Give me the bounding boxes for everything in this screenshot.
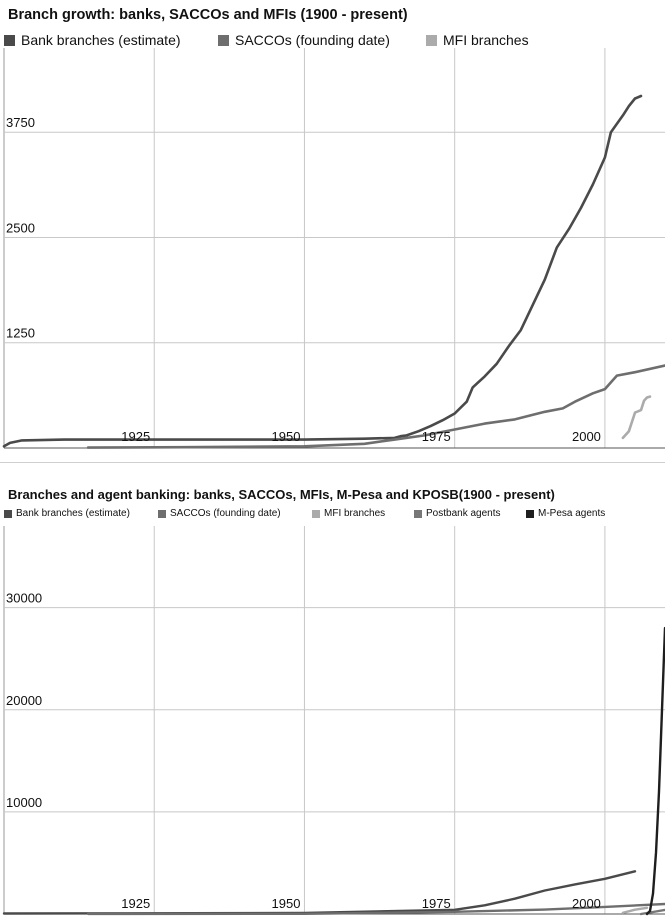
- series-line-saccos-founding-date[interactable]: [86, 902, 665, 916]
- y-tick-label: 2500: [6, 220, 35, 235]
- series-line-bank-branches-estimate[interactable]: [2, 870, 637, 915]
- legend-label-bank-branches: Bank branches (estimate): [16, 508, 130, 519]
- legend-label-saccos: SACCOs (founding date): [235, 32, 390, 48]
- legend-swatch-saccos: [218, 34, 229, 46]
- y-tick-label: 3750: [6, 115, 35, 130]
- series-line-mfi-branches[interactable]: [621, 906, 649, 914]
- legend-item-bank-branches[interactable]: Bank branches (estimate): [4, 32, 181, 48]
- legend-item-saccos[interactable]: SACCOs (founding date): [158, 508, 281, 519]
- plot-area: 30000 20000 10000 1925 1950 1975 2000: [2, 526, 665, 916]
- legend-swatch-mpesa-agents: [526, 509, 534, 518]
- series-line-bank-branches-estimate[interactable]: [2, 94, 643, 448]
- legend-item-postbank-agents[interactable]: Postbank agents: [414, 508, 501, 519]
- legend-label-mfi-branches: MFI branches: [324, 508, 386, 519]
- legend-swatch-bank-branches: [4, 509, 12, 518]
- chart-title: Branches and agent banking: banks, SACCO…: [8, 487, 555, 502]
- gridlines: [3, 526, 665, 915]
- chart-title: Branch growth: banks, SACCOs and MFIs (1…: [8, 7, 408, 23]
- x-tick-label: 1925: [121, 429, 150, 444]
- legend-label-bank-branches: Bank branches (estimate): [21, 32, 181, 48]
- plot-area: 3750 2500 1250 1925 1950 1975 2000: [2, 48, 665, 449]
- legend-item-mfi-branches[interactable]: MFI branches: [426, 32, 529, 48]
- legend-swatch-bank-branches: [4, 34, 15, 46]
- legend-label-mfi-branches: MFI branches: [443, 32, 529, 48]
- legend-swatch-saccos: [158, 509, 166, 518]
- legend-label-saccos: SACCOs (founding date): [170, 508, 281, 519]
- x-tick-label: 1950: [272, 896, 301, 911]
- legend-item-mpesa-agents[interactable]: M-Pesa agents: [526, 508, 605, 519]
- x-tick-label: 1975: [422, 429, 451, 444]
- legend-item-saccos[interactable]: SACCOs (founding date): [218, 32, 390, 48]
- legend-swatch-mfi-branches: [426, 34, 437, 46]
- x-tick-label: 2000: [572, 429, 601, 444]
- legend-label-postbank-agents: Postbank agents: [426, 508, 501, 519]
- y-tick-label: 1250: [6, 326, 35, 341]
- series-line-m-pesa-agents[interactable]: [645, 626, 665, 916]
- y-tick-label: 20000: [6, 693, 42, 708]
- x-tick-label: 1950: [272, 429, 301, 444]
- x-tick-label: 2000: [572, 896, 601, 911]
- legend-label-mpesa-agents: M-Pesa agents: [538, 508, 606, 519]
- legend-swatch-postbank-agents: [414, 509, 422, 518]
- legend-item-bank-branches[interactable]: Bank branches (estimate): [4, 508, 130, 519]
- series-line-postbank-agents[interactable]: [639, 908, 665, 916]
- chart-divider: [0, 462, 665, 463]
- legend-item-mfi-branches[interactable]: MFI branches: [312, 508, 385, 519]
- x-tick-label: 1975: [422, 896, 451, 911]
- series-line-saccos-founding-date[interactable]: [86, 364, 665, 449]
- series-line-mfi-branches[interactable]: [621, 395, 652, 440]
- gridlines: [3, 48, 665, 449]
- agent-banking-chart: Branches and agent banking: banks, SACCO…: [0, 478, 665, 916]
- x-tick-label: 1925: [121, 896, 150, 911]
- branch-growth-chart: Branch growth: banks, SACCOs and MFIs (1…: [0, 0, 665, 452]
- legend-swatch-mfi-branches: [312, 509, 320, 518]
- y-tick-label: 30000: [6, 591, 42, 606]
- y-tick-label: 10000: [6, 795, 42, 810]
